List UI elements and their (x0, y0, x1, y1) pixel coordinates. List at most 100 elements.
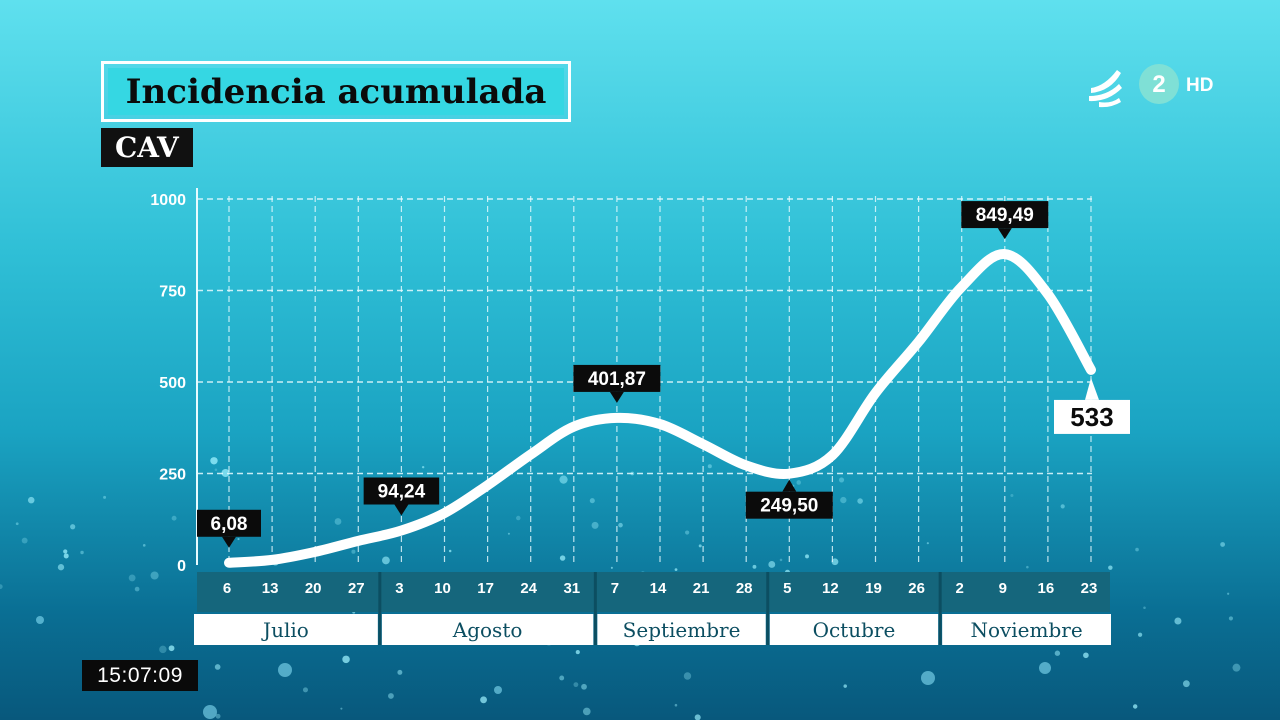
bokeh-dot (142, 543, 146, 547)
x-tick-label: 3 (395, 580, 403, 597)
bokeh-dot (575, 650, 580, 655)
bokeh-dot (768, 561, 776, 568)
bokeh-dot (388, 693, 394, 699)
bokeh-dot (1026, 565, 1029, 569)
bokeh-dot (694, 714, 701, 720)
clock: 15:07:09 (82, 660, 198, 691)
x-tick-label: 31 (563, 580, 580, 597)
bokeh-dot (796, 480, 802, 485)
x-axis-band (197, 572, 1110, 612)
bokeh-dot (1227, 592, 1230, 595)
bokeh-dot (70, 524, 76, 530)
x-tick-label: 5 (783, 580, 791, 597)
x-tick-label: 12 (822, 580, 839, 597)
channel-logo: 2 HD (1089, 64, 1213, 108)
bokeh-dot (752, 564, 757, 569)
bokeh-dot (618, 522, 623, 528)
bokeh-dot (1220, 542, 1226, 547)
bokeh-dot (210, 457, 218, 465)
bokeh-dot (559, 555, 566, 561)
bokeh-dot (80, 550, 84, 555)
bokeh-dot (582, 707, 591, 716)
annotation-box (197, 509, 261, 537)
bokeh-dot (1083, 652, 1089, 659)
bokeh-dot (342, 655, 350, 664)
annotation-box (745, 491, 833, 519)
bokeh-dot (1054, 650, 1061, 656)
x-tick-label: 16 (1038, 580, 1055, 597)
bokeh-dot (237, 537, 240, 541)
bokeh-dot (334, 518, 342, 525)
bokeh-dot (559, 475, 568, 484)
bokeh-dot (573, 682, 579, 688)
bokeh-dot (674, 703, 678, 707)
bokeh-dot (591, 521, 599, 529)
bokeh-dot (27, 496, 35, 504)
bokeh-dot (779, 558, 783, 562)
bokeh-dot (168, 645, 175, 652)
x-tick-label: 27 (348, 580, 365, 597)
annotation-label: 401,87 (588, 369, 646, 390)
bokeh-dot (214, 468, 218, 471)
bokeh-dot (382, 556, 390, 565)
bokeh-dot (683, 672, 692, 680)
bokeh-dot (171, 515, 177, 521)
bokeh-dot (1132, 704, 1138, 709)
month-label: Julio (261, 618, 309, 642)
bokeh-dot (516, 515, 521, 521)
bokeh-dot (1143, 606, 1146, 610)
month-label: Octubre (813, 618, 896, 642)
y-tick-label: 0 (177, 558, 186, 575)
month-label: Septiembre (623, 618, 741, 642)
bokeh-dot (302, 687, 308, 693)
bokeh-dot (150, 571, 159, 580)
bokeh-dot (36, 616, 44, 624)
bokeh-dot (278, 663, 292, 677)
bokeh-dot (857, 498, 863, 504)
annotation-box (1054, 399, 1130, 434)
bokeh-dot (448, 549, 452, 553)
x-tick-label: 10 (434, 580, 451, 597)
bokeh-dot (397, 669, 403, 675)
bokeh-dot (926, 542, 929, 545)
bokeh-dot (610, 566, 613, 569)
annotation-pointer (222, 536, 236, 548)
annotation-pointer (609, 391, 624, 403)
bokeh-dot (1135, 547, 1139, 552)
bokeh-dot (1010, 494, 1014, 498)
bokeh-dot (214, 664, 221, 670)
y-tick-label: 250 (159, 467, 186, 484)
x-tick-label: 7 (611, 580, 619, 597)
x-tick-label: 17 (477, 580, 494, 597)
bokeh-dot (1232, 663, 1241, 672)
x-tick-label: 21 (693, 580, 710, 597)
annotation-pointer (394, 504, 409, 516)
x-tick-label: 26 (908, 580, 925, 597)
month-label: Noviembre (970, 618, 1082, 642)
bokeh-dot (421, 465, 425, 469)
bokeh-dot (494, 686, 502, 694)
bokeh-dot (831, 558, 839, 566)
bokeh-dot (15, 522, 19, 526)
series-line (224, 249, 1096, 568)
x-tick-label: 23 (1081, 580, 1098, 597)
bokeh-dot (1174, 617, 1182, 625)
channel-number-badge (1139, 64, 1179, 104)
x-tick-label: 28 (736, 580, 753, 597)
month-box (597, 614, 766, 645)
bokeh-dot (63, 553, 69, 559)
y-tick-label: 1000 (150, 192, 186, 209)
annotation-box (961, 201, 1049, 229)
bokeh-dot (21, 537, 28, 544)
bokeh-dot (0, 584, 3, 590)
bokeh-dot (203, 705, 217, 719)
bokeh-dot (581, 683, 587, 690)
month-box (194, 614, 378, 645)
bokeh-dot (1108, 565, 1113, 570)
bokeh-dot (805, 554, 809, 559)
chart-title: Incidencia acumulada (108, 68, 564, 115)
bokeh-dot (921, 671, 935, 685)
bokeh-dot (57, 564, 65, 571)
annotation-label: 533 (1070, 402, 1113, 432)
